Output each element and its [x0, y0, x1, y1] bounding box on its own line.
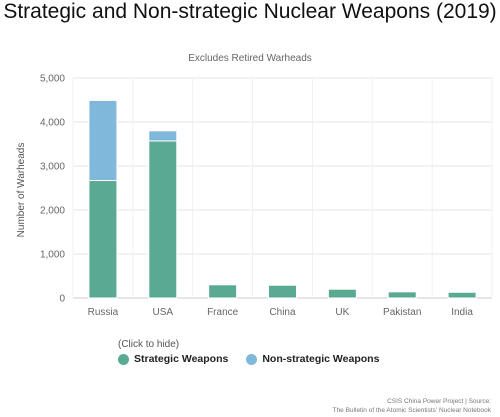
legend-label-non-strategic: Non-strategic Weapons — [262, 353, 380, 365]
grid-lines — [72, 77, 493, 299]
y-tick-label: 3,000 — [40, 162, 65, 173]
bar-strategic-pakistan[interactable] — [387, 291, 417, 299]
source-line-2: The Bulletin of the Atomic Scientists' N… — [332, 407, 491, 414]
x-tick-labels: Russia USA France China UK Pakistan India — [88, 307, 474, 318]
x-tick-label: Pakistan — [383, 307, 421, 318]
bar-strategic-russia[interactable] — [88, 180, 118, 299]
y-tick-labels: 0 1,000 2,000 3,000 4,000 5,000 — [40, 74, 65, 305]
x-tick-label: Russia — [88, 307, 119, 318]
x-tick-label: USA — [153, 307, 174, 318]
x-tick-label: India — [451, 307, 473, 318]
non-strategic-swatch-icon — [246, 353, 258, 365]
bar-strategic-india[interactable] — [447, 291, 477, 299]
y-tick-label: 5,000 — [40, 74, 65, 85]
bars — [88, 99, 477, 299]
legend-label-strategic: Strategic Weapons — [134, 353, 229, 365]
bar-strategic-usa[interactable] — [148, 140, 178, 299]
bar-non-strategic-usa[interactable] — [148, 130, 178, 142]
chart-title: Strategic and Non-strategic Nuclear Weap… — [3, 0, 497, 23]
legend-item-strategic[interactable]: Strategic Weapons — [118, 353, 228, 365]
legend: Strategic Weapons Non-strategic Weapons — [118, 353, 379, 365]
legend-hint: (Click to hide) — [118, 339, 180, 350]
strategic-swatch-icon — [118, 353, 129, 365]
y-tick-label: 1,000 — [40, 250, 65, 261]
x-tick-label: France — [207, 307, 239, 318]
source-credit: CSIS China Power Project | Source: The B… — [333, 397, 491, 415]
bar-strategic-uk[interactable] — [327, 288, 357, 299]
source-line-1: CSIS China Power Project | Source: — [387, 398, 491, 405]
y-tick-label: 2,000 — [40, 206, 65, 217]
y-axis-label: Number of Warheads — [16, 143, 27, 238]
legend-item-non-strategic[interactable]: Non-strategic Weapons — [246, 353, 379, 365]
x-tick-label: China — [269, 307, 296, 318]
y-tick-label: 4,000 — [40, 118, 65, 129]
bar-strategic-france[interactable] — [208, 284, 238, 299]
bar-non-strategic-russia[interactable] — [88, 99, 118, 182]
y-tick-label: 0 — [59, 294, 65, 305]
bar-strategic-china[interactable] — [268, 284, 297, 299]
chart-subtitle: Excludes Retired Warheads — [188, 53, 312, 64]
x-tick-label: UK — [335, 307, 349, 318]
